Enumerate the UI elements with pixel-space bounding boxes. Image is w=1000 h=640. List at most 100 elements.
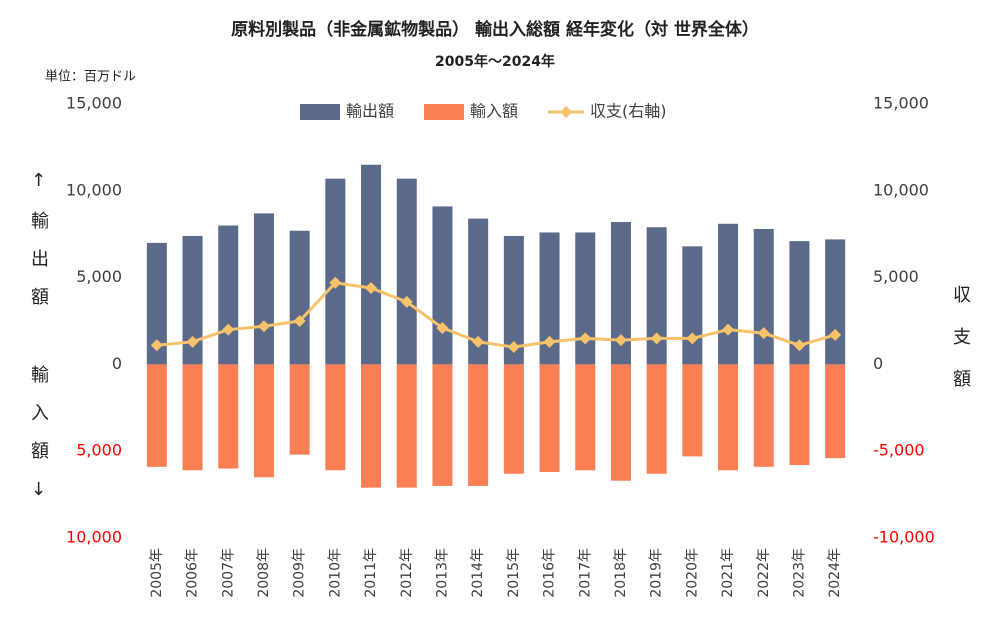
bar <box>646 364 667 474</box>
bar <box>468 364 489 486</box>
bar <box>182 235 203 365</box>
x-tick-label: 2012年 <box>399 548 415 598</box>
y-axis-label-top: ↑輸出額 <box>28 170 49 325</box>
x-tick-label: 2021年 <box>720 548 736 598</box>
legend-marker <box>560 106 573 118</box>
bar <box>575 364 596 471</box>
marker <box>793 339 806 352</box>
x-tick-label: 2014年 <box>470 548 486 598</box>
bar <box>753 364 774 467</box>
y2-tick-label: -10,000 <box>873 528 935 547</box>
marker <box>650 332 663 345</box>
bar <box>789 364 810 466</box>
y2-axis-label: 収支額 <box>950 285 971 411</box>
x-tick-label: 2005年 <box>149 548 165 598</box>
bar <box>325 364 346 471</box>
marker <box>186 335 199 348</box>
marker <box>436 321 449 334</box>
marker <box>829 328 842 341</box>
bar <box>396 178 417 365</box>
legend-swatch <box>424 104 465 120</box>
legend-label: 輸出額 <box>346 102 394 121</box>
x-tick-label: 2010年 <box>327 548 343 598</box>
bar <box>361 164 382 365</box>
bar <box>753 228 774 365</box>
y-tick-label: 5,000 <box>76 267 122 286</box>
x-tick-label: 2018年 <box>613 548 629 598</box>
bar <box>218 364 239 469</box>
y2-tick-label: 5,000 <box>873 267 919 286</box>
legend-label: 輸入額 <box>470 102 518 121</box>
bar <box>253 213 274 365</box>
bar <box>468 218 489 365</box>
x-tick-label: 2013年 <box>434 548 450 598</box>
bar <box>289 364 310 455</box>
x-tick-label: 2015年 <box>506 548 522 598</box>
bar <box>610 222 631 365</box>
y-tick-label: 15,000 <box>66 94 122 113</box>
x-tick-label: 2023年 <box>791 548 807 598</box>
x-tick-label: 2020年 <box>684 548 700 598</box>
marker <box>257 320 270 333</box>
x-tick-label: 2024年 <box>827 548 843 598</box>
bar <box>253 364 274 478</box>
bar <box>432 364 453 486</box>
bar <box>218 225 239 365</box>
bar <box>146 242 167 365</box>
legend-label: 収支(右軸) <box>590 102 667 121</box>
y2-tick-label: -5,000 <box>873 441 925 460</box>
bar <box>682 246 703 365</box>
x-tick-label: 2019年 <box>649 548 665 598</box>
legend-swatch <box>300 104 340 120</box>
bar <box>432 206 453 365</box>
line <box>156 281 836 349</box>
y-tick-label: 5,000 <box>76 441 122 460</box>
bar <box>289 230 310 365</box>
bar <box>646 227 667 365</box>
y2-tick-label: 15,000 <box>873 94 929 113</box>
bar <box>361 364 382 488</box>
marker <box>579 332 592 345</box>
marker <box>757 327 770 340</box>
marker <box>293 315 306 327</box>
bar <box>610 364 631 481</box>
y-tick-label: 10,000 <box>66 528 122 547</box>
bar <box>539 364 560 473</box>
chart-title: 原料別製品（非金属鉱物製品） 輸出入総額 経年変化（対 世界全体） <box>231 19 759 40</box>
y2-tick-label: 10,000 <box>873 180 929 199</box>
marker <box>365 282 378 295</box>
x-tick-label: 2006年 <box>185 548 201 598</box>
marker <box>329 276 342 289</box>
bar <box>396 364 417 488</box>
marker <box>472 335 485 348</box>
chart-subtitle: 2005年～2024年 <box>435 53 555 70</box>
marker <box>222 323 235 336</box>
y2-tick-label: 0 <box>873 354 883 373</box>
bar <box>503 364 524 474</box>
y-tick-label: 0 <box>112 354 122 373</box>
marker <box>686 332 699 345</box>
bar <box>682 364 703 457</box>
marker <box>614 334 627 347</box>
x-tick-label: 2009年 <box>292 548 308 598</box>
bar <box>575 232 596 365</box>
bar <box>325 178 346 365</box>
unit-label: 単位：百万ドル <box>45 69 136 85</box>
marker <box>543 335 556 348</box>
x-tick-label: 2022年 <box>756 548 772 598</box>
x-tick-label: 2017年 <box>577 548 593 598</box>
marker <box>150 339 163 352</box>
bar <box>718 223 739 365</box>
bar <box>146 364 167 467</box>
bar <box>825 364 846 459</box>
marker <box>507 341 520 354</box>
x-tick-label: 2008年 <box>256 548 272 598</box>
y-tick-label: 10,000 <box>66 180 122 199</box>
bar <box>718 364 739 471</box>
x-tick-label: 2011年 <box>363 548 379 598</box>
bar <box>825 239 846 365</box>
x-tick-label: 2016年 <box>542 548 558 598</box>
marker <box>722 323 735 336</box>
bar <box>789 241 810 365</box>
